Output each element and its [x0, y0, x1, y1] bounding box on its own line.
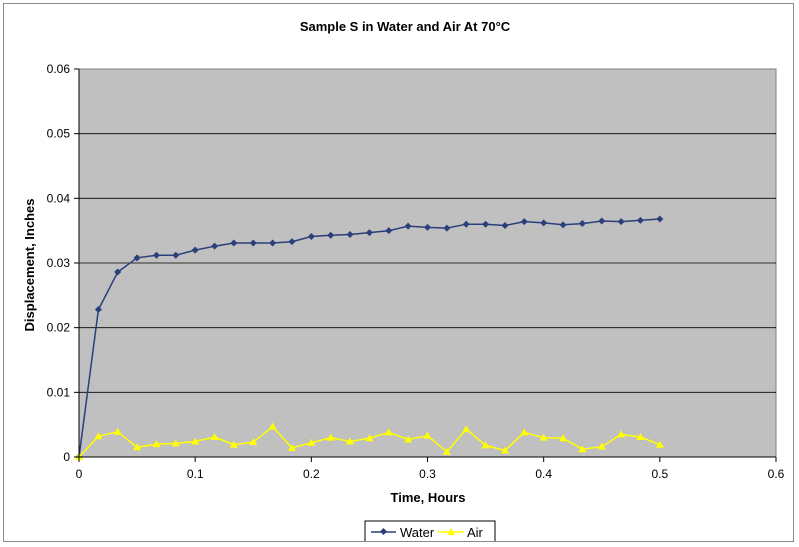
air-data-point: [365, 434, 374, 442]
water-data-point: [424, 223, 431, 231]
y-axis-label: Displacement, Inches: [22, 199, 37, 332]
water-data-point: [443, 224, 451, 232]
water-data-point: [636, 216, 644, 224]
water-data-point: [656, 215, 664, 223]
water-data-point: [327, 231, 335, 239]
x-tick-label: 0: [76, 467, 83, 481]
water-data-point: [172, 251, 180, 259]
water-data-point: [269, 239, 277, 247]
water-data-point: [288, 238, 296, 246]
water-data-point: [540, 219, 548, 227]
air-data-point: [171, 439, 180, 447]
y-tick-label: 0.05: [47, 127, 71, 141]
air-data-point: [442, 447, 451, 455]
air-data-point: [113, 427, 122, 435]
y-tick-label: 0.02: [47, 321, 71, 335]
water-data-point: [211, 242, 219, 250]
x-axis-label: Time, Hours: [391, 490, 466, 505]
air-data-point: [307, 438, 316, 446]
air-data-point: [462, 425, 471, 433]
air-data-point: [287, 443, 296, 451]
water-data-point: [520, 218, 528, 226]
water-data-point: [114, 268, 122, 276]
water-data-point: [462, 220, 470, 228]
air-data-point: [539, 433, 548, 441]
air-data-point: [326, 433, 335, 441]
chart-title: Sample S in Water and Air At 70°C: [300, 19, 511, 34]
water-data-point: [559, 221, 567, 229]
x-tick-label: 0.6: [768, 467, 785, 481]
water-data-point: [133, 254, 141, 262]
air-data-point: [559, 434, 568, 442]
air-data-point: [636, 432, 645, 440]
x-tick-label: 0.4: [535, 467, 552, 481]
air-data-point: [346, 437, 355, 445]
air-data-point: [191, 437, 200, 445]
air-data-point: [578, 445, 587, 453]
legend-air-marker: [447, 528, 455, 535]
x-tick-label: 0.1: [187, 467, 204, 481]
water-data-point: [191, 246, 199, 254]
y-tick-label: 0.01: [47, 385, 71, 399]
x-tick-label: 0.3: [419, 467, 436, 481]
legend-air-label: Air: [467, 525, 484, 540]
air-data-point: [210, 432, 219, 440]
y-tick-label: 0.06: [47, 62, 71, 76]
air-data-point: [500, 446, 509, 454]
air-data-point: [249, 438, 258, 446]
y-tick-label: 0.04: [47, 191, 71, 205]
air-data-point: [133, 443, 142, 451]
air-data-point: [404, 435, 413, 443]
water-data-point: [385, 227, 393, 235]
water-data-point: [617, 218, 625, 226]
air-data-point: [268, 422, 277, 430]
air-data-point: [229, 440, 238, 448]
air-data-point: [617, 430, 626, 438]
x-tick-label: 0.2: [303, 467, 320, 481]
water-data-point: [501, 221, 509, 229]
water-data-point: [365, 229, 373, 237]
air-data-point: [520, 428, 529, 436]
air-data-point: [94, 432, 103, 440]
water-data-point: [152, 251, 160, 259]
water-data-point: [346, 231, 354, 239]
water-data-point: [404, 222, 412, 230]
legend-water-marker: [379, 527, 388, 536]
y-tick-label: 0.03: [47, 256, 71, 270]
chart-frame: Sample S in Water and Air At 70°C 0 0.01 0…: [3, 3, 794, 543]
x-tick-label: 0.5: [651, 467, 668, 481]
air-data-point: [384, 428, 393, 436]
air-data-point: [152, 440, 161, 448]
water-data-point: [482, 220, 490, 228]
water-data-point: [598, 217, 606, 225]
y-tick-label: 0: [63, 450, 70, 464]
air-data-point: [423, 431, 432, 439]
water-data-point: [230, 239, 238, 247]
water-data-point: [578, 220, 586, 228]
air-data-point: [655, 440, 664, 448]
line-chart: Sample S in Water and Air At 70°C 0 0.01 0…: [22, 19, 785, 543]
water-data-point: [94, 306, 102, 314]
air-data-point: [481, 441, 490, 449]
legend: Water Air: [364, 520, 496, 543]
water-data-point: [249, 239, 257, 247]
legend-water-label: Water: [400, 525, 435, 540]
water-data-point: [307, 232, 315, 240]
air-data-point: [597, 442, 606, 450]
